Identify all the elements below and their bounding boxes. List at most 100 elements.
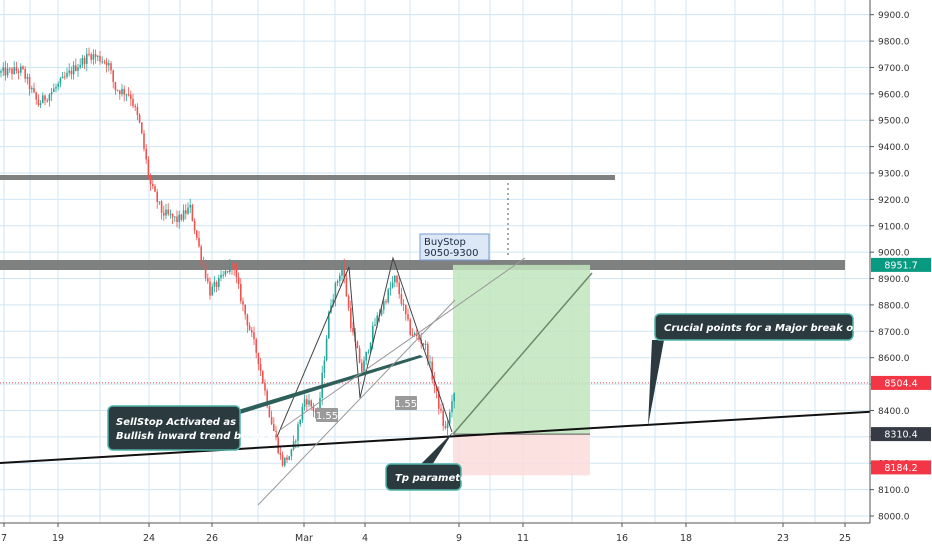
candle-body	[229, 262, 231, 273]
resistance-zone-buystop	[0, 260, 845, 270]
sellstop-callout-pointer	[238, 355, 423, 414]
candle-body	[405, 304, 407, 315]
candle-body	[427, 343, 429, 362]
time-tick-label: 7	[1, 533, 7, 544]
candle-body	[435, 386, 438, 392]
candle-body	[116, 90, 119, 92]
candle-body	[165, 209, 167, 216]
candle-body	[279, 453, 282, 455]
candle-body	[341, 265, 343, 276]
candle-body	[273, 424, 275, 431]
candle-body	[400, 294, 403, 304]
candle-body	[127, 94, 130, 96]
price-tick-label: 8800.0	[878, 301, 910, 311]
candle-body	[92, 54, 95, 60]
candle-body	[81, 57, 84, 65]
tp-callout-pointer	[420, 432, 453, 465]
candle-body	[383, 301, 385, 310]
channel-line-upper	[279, 257, 526, 431]
candle-body	[163, 212, 165, 216]
candle-body	[394, 275, 396, 283]
candle-body	[451, 401, 453, 413]
candle-body	[196, 230, 198, 238]
fib-label: 1.55	[395, 399, 417, 410]
candle-body	[119, 90, 121, 95]
time-tick-label: 4	[362, 533, 368, 544]
candle-body	[207, 278, 209, 282]
candle-body	[22, 66, 24, 70]
candle-body	[39, 103, 42, 106]
candle-body	[440, 408, 442, 411]
candle-body	[310, 400, 312, 407]
candle-body	[136, 107, 139, 115]
candle-body	[255, 339, 257, 353]
candle-body	[160, 201, 163, 213]
candle-body	[200, 246, 202, 262]
candle-body	[233, 267, 235, 269]
candle-body	[295, 440, 297, 442]
candle-body	[4, 67, 7, 76]
candle-body	[167, 209, 169, 214]
time-tick-label: 9	[456, 533, 462, 544]
time-tick-label: 23	[777, 533, 789, 544]
channel-line-lower	[257, 299, 456, 506]
buystop-label: BuyStop	[424, 237, 466, 248]
candle-body	[145, 148, 147, 160]
price-tick-label: 8900.0	[878, 275, 910, 285]
fib-label-box	[395, 396, 417, 410]
price-marker	[871, 427, 931, 442]
candle-body	[2, 67, 4, 72]
candle-body	[328, 312, 330, 339]
candle-body	[154, 185, 156, 192]
candle-body	[66, 72, 68, 77]
candle-body	[350, 307, 352, 329]
candle-body	[396, 275, 398, 283]
candle-body	[215, 281, 218, 288]
price-marker-label: 8184.2	[884, 463, 917, 474]
buystop-label: 9050-9300	[424, 248, 479, 259]
candle-body	[308, 400, 310, 405]
time-tick-label: 11	[517, 533, 529, 544]
candle-body	[138, 114, 141, 123]
candle-body	[226, 271, 229, 273]
candle-body	[453, 393, 455, 402]
candle-body	[449, 412, 451, 424]
price-axis-bg	[870, 0, 932, 550]
candle-body	[343, 265, 345, 278]
tp-label: Tp parameters	[395, 473, 478, 484]
candle-body	[433, 379, 436, 387]
candle-body	[180, 214, 183, 220]
target-path-line	[452, 272, 593, 435]
candle-body	[48, 94, 51, 101]
long-stop-zone	[453, 434, 590, 476]
price-marker	[871, 375, 931, 390]
price-tick-label: 9700.0	[878, 64, 910, 74]
time-tick-label: 26	[206, 533, 218, 544]
candle-body	[244, 304, 246, 315]
candle-body	[176, 216, 178, 223]
candle-body	[376, 315, 378, 325]
candle-body	[55, 86, 57, 89]
candle-body	[202, 261, 205, 266]
crucial-label: Crucial points for a Major break or reve…	[664, 323, 908, 334]
price-marker-label: 8504.4	[884, 378, 917, 389]
candle-body	[220, 274, 222, 278]
candle-body	[37, 99, 40, 106]
candle-body	[398, 282, 400, 295]
candle-body	[108, 63, 110, 66]
candle-body	[72, 65, 75, 75]
candle-body	[218, 277, 220, 288]
candle-body	[306, 399, 308, 405]
candle-body	[402, 303, 405, 305]
time-tick-label: 16	[616, 533, 628, 544]
candle-body	[185, 210, 187, 214]
candle-body	[444, 425, 447, 428]
price-tick-label: 8600.0	[878, 354, 910, 364]
candle-body	[286, 457, 288, 460]
sellstop-callout	[107, 405, 241, 451]
candle-body	[143, 133, 145, 149]
candle-body	[68, 70, 70, 73]
candle-body	[97, 55, 99, 57]
candle-body	[297, 424, 299, 441]
